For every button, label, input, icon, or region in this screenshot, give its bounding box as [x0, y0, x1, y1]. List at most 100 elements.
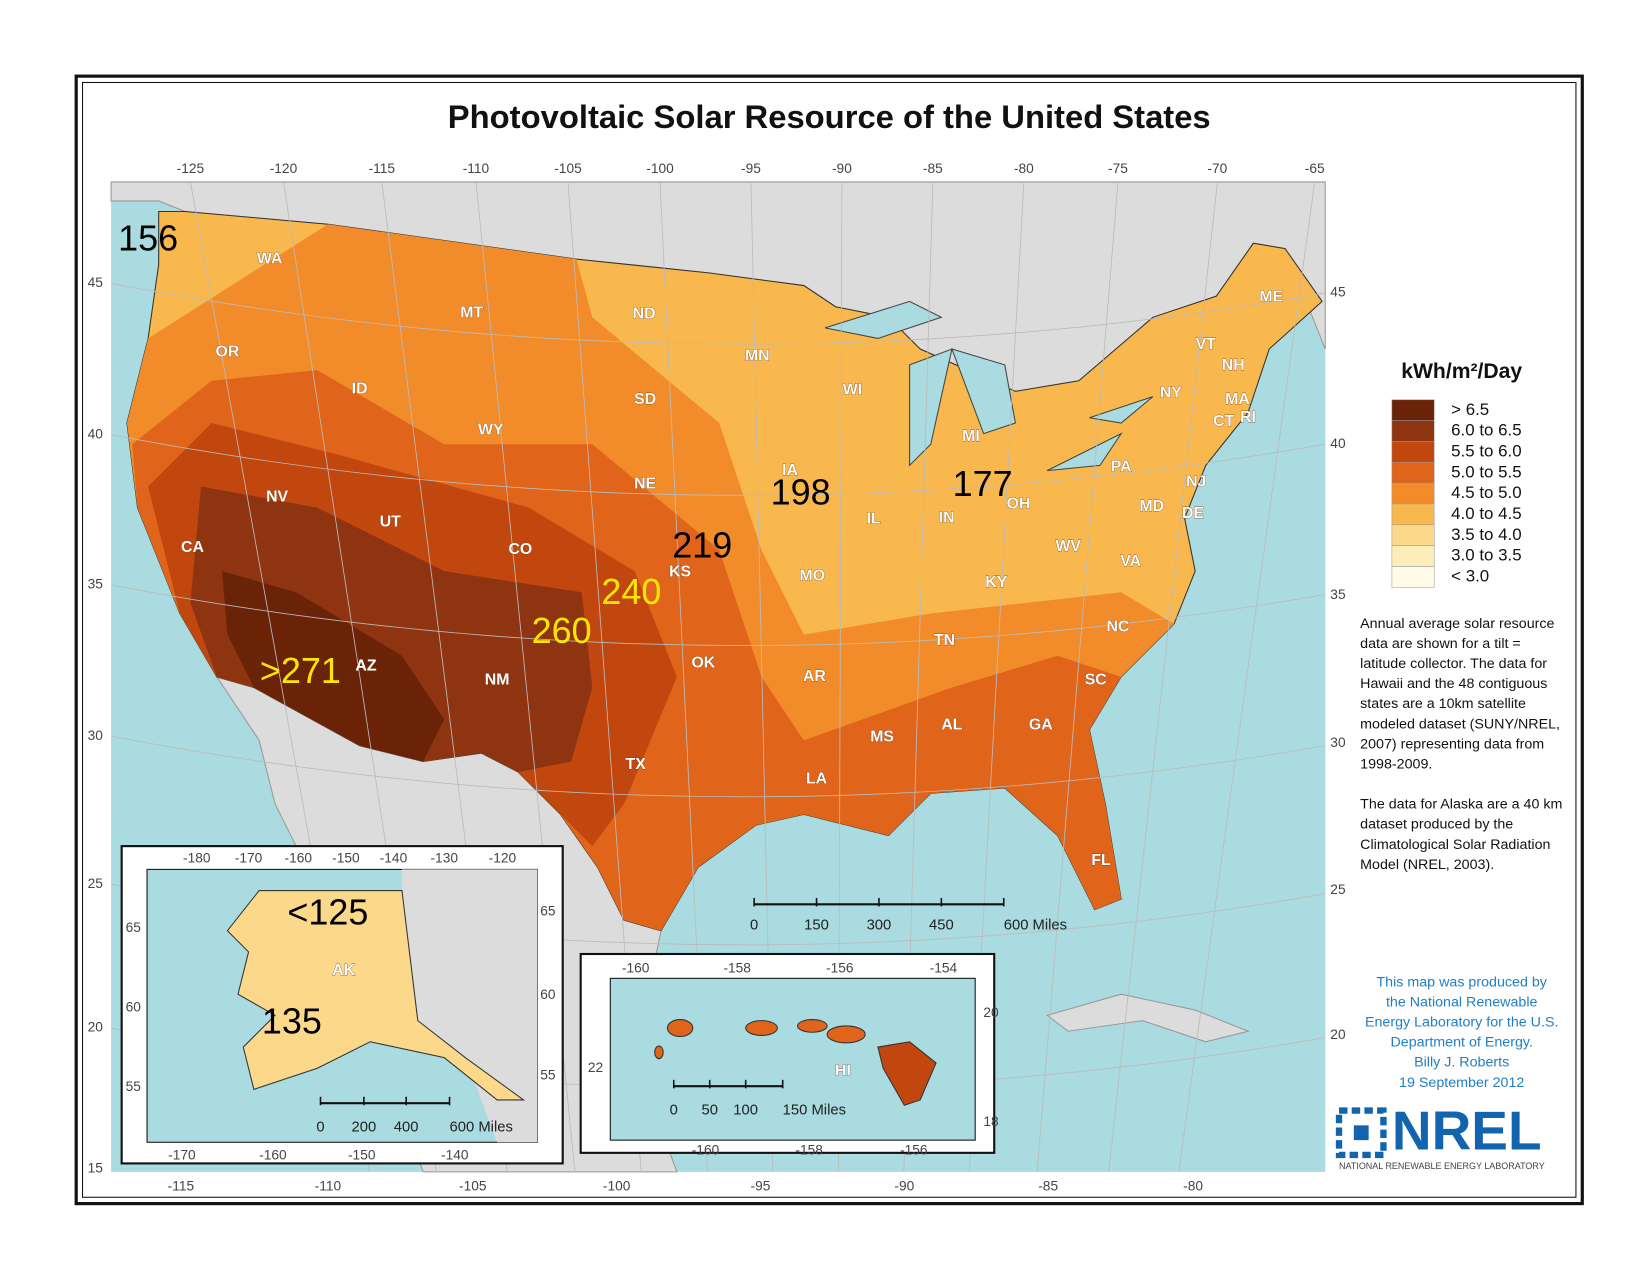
island	[796, 1019, 828, 1033]
note-line: latitude collector. The data for	[1360, 656, 1547, 672]
scale-label: 100	[733, 1102, 758, 1118]
tick-label: -150	[332, 850, 360, 865]
meridian	[1108, 181, 1218, 1172]
note-line: Annual average solar resource	[1360, 616, 1554, 632]
state-label: MA	[1225, 391, 1250, 408]
state-label: TX	[626, 756, 647, 773]
island	[877, 1041, 937, 1106]
tick-label: -170	[235, 850, 263, 865]
meridian	[1036, 181, 1119, 1172]
logo-icon	[1335, 1107, 1387, 1159]
hawaii-islands	[654, 1019, 937, 1106]
state-label: NV	[266, 488, 288, 505]
logo-full-name: NATIONAL RENEWABLE ENERGY LABORATORY	[1339, 1161, 1545, 1171]
tick-label: 35	[88, 577, 104, 592]
state-label: CO	[508, 541, 532, 558]
logo-center	[1353, 1125, 1369, 1141]
scale-label: 600 Miles	[450, 1119, 513, 1135]
tick-label: 15	[88, 1160, 104, 1175]
state-label: LA	[806, 771, 828, 788]
note-line: Climatological Solar Radiation	[1360, 837, 1550, 853]
tick-label: -80	[1014, 161, 1034, 176]
state-label: MD	[1139, 498, 1164, 515]
value-annotation: 260	[532, 610, 592, 651]
tick-label: -65	[1305, 161, 1325, 176]
note-line: states are a 10km satellite	[1360, 696, 1526, 712]
tick-label: 65	[540, 903, 556, 918]
tick-label: -170	[168, 1148, 196, 1163]
state-label: OK	[691, 654, 715, 671]
tick-label: -100	[646, 161, 674, 176]
tick-label: -125	[177, 161, 205, 176]
tick-label: -156	[826, 960, 854, 975]
legend-swatch	[1391, 482, 1435, 505]
island	[654, 1045, 664, 1060]
state-label: KY	[985, 574, 1007, 591]
state-label: AK	[332, 962, 355, 979]
tick-label: -120	[489, 850, 517, 865]
tick-label: -105	[554, 161, 582, 176]
state-label: RI	[1240, 409, 1256, 426]
state-label: ID	[352, 380, 368, 397]
tick-label: -160	[622, 960, 650, 975]
legend-label: 6.0 to 6.5	[1451, 421, 1522, 440]
tick-label: 55	[126, 1079, 142, 1094]
state-label: ME	[1259, 288, 1283, 305]
scale-label: 50	[701, 1102, 717, 1118]
state-label: WI	[843, 381, 862, 398]
tick-label: 65	[126, 920, 142, 935]
tick-label: 30	[88, 728, 104, 743]
state-label: DE	[1182, 505, 1204, 522]
tick-label: -150	[348, 1148, 376, 1163]
state-label: VT	[1196, 336, 1217, 353]
tick-label: 55	[540, 1067, 556, 1082]
state-label: WV	[1055, 538, 1081, 555]
note-line: 2007) representing data from	[1360, 736, 1544, 752]
tick-label: 20	[1330, 1027, 1346, 1042]
note-line: Model (NREL, 2003).	[1360, 857, 1494, 873]
tick-label: -90	[832, 161, 852, 176]
credit-line: Billy J. Roberts	[1414, 1055, 1509, 1071]
canada-inset	[401, 869, 538, 1143]
tick-label: -140	[380, 850, 408, 865]
tick-label: 40	[1330, 436, 1346, 451]
state-label: NE	[634, 476, 656, 493]
tick-label: -160	[692, 1142, 720, 1157]
tick-label: 35	[1330, 587, 1346, 602]
main-map	[110, 181, 1326, 1173]
island	[666, 1019, 694, 1038]
state-label: AR	[803, 668, 826, 685]
value-annotation: 219	[672, 524, 732, 565]
state-label: PA	[1111, 459, 1132, 476]
state-label: AL	[941, 717, 962, 734]
state-label: MT	[460, 304, 483, 321]
legend-swatch	[1391, 503, 1435, 526]
state-label: IL	[867, 510, 881, 527]
scale-label: 450	[929, 917, 954, 933]
credit-line: Department of Energy.	[1390, 1035, 1532, 1051]
tick-label: -85	[1038, 1178, 1058, 1193]
value-annotation: 135	[262, 1000, 322, 1041]
meridian	[1178, 181, 1316, 1172]
state-label: OR	[216, 343, 240, 360]
tick-label: -140	[441, 1148, 469, 1163]
tick-label: 60	[540, 987, 556, 1002]
legend-title: kWh/m²/Day	[1401, 360, 1522, 383]
scale-label: 0	[750, 917, 758, 933]
credit-line: Energy Laboratory for the U.S.	[1365, 1015, 1558, 1031]
state-label: WY	[478, 422, 504, 439]
legend-label: 3.0 to 3.5	[1451, 546, 1522, 565]
legend-swatch	[1391, 399, 1435, 421]
region-6.5	[222, 571, 445, 762]
scale-label: 0	[316, 1119, 324, 1135]
great-lakes	[824, 300, 1154, 472]
tick-label: -154	[930, 960, 958, 975]
state-label: VA	[1120, 553, 1141, 570]
state-label: UT	[380, 514, 401, 531]
state-label: CT	[1213, 413, 1234, 430]
state-label: MI	[962, 428, 980, 445]
legend-swatch	[1391, 420, 1435, 442]
tick-label: -158	[795, 1142, 823, 1157]
state-label: KS	[669, 563, 691, 580]
